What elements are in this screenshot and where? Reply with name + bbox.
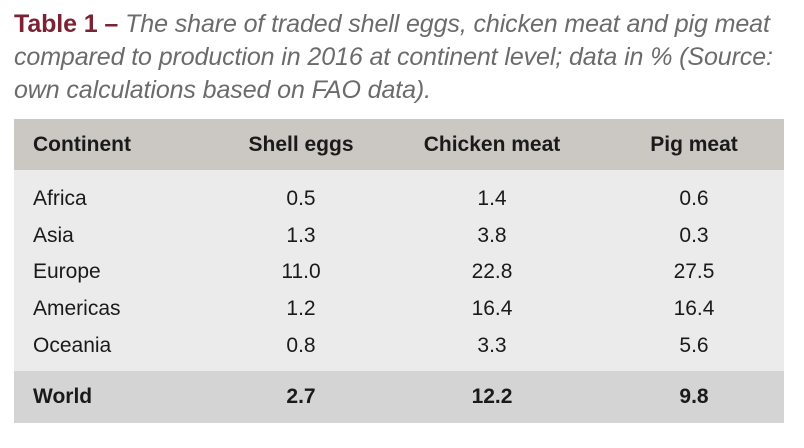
continent-cell: Africa (33, 186, 87, 210)
table-total-row: World 2.7 12.2 9.8 (14, 371, 784, 423)
header-continent: Continent (33, 132, 131, 156)
chicken-meat-cell: 16.4 (471, 296, 513, 320)
chicken-meat-cell: 3.3 (477, 333, 507, 357)
pig-meat-cell: 27.5 (673, 259, 715, 283)
pig-meat-cell: 16.4 (673, 296, 715, 320)
table-header-row: Continent Shell eggs Chicken meat Pig me… (14, 119, 784, 170)
shell-eggs-cell: 11.0 (281, 259, 321, 283)
total-chicken-meat: 12.2 (471, 385, 513, 408)
pig-meat-cell: 0.3 (679, 223, 709, 247)
chicken-meat-cell: 3.8 (477, 223, 507, 247)
table-row: Oceania 0.8 3.3 5.6 (14, 327, 784, 364)
pig-meat-cell: 0.6 (679, 186, 709, 210)
pig-meat-cell: 5.6 (679, 333, 709, 357)
total-shell-eggs: 2.7 (286, 385, 316, 408)
table-row: Africa 0.5 1.4 0.6 (14, 180, 784, 217)
chicken-meat-cell: 1.4 (477, 186, 507, 210)
continent-cell: Americas (33, 296, 121, 320)
table-row: Americas 1.2 16.4 16.4 (14, 290, 784, 327)
table-row: Europe 11.0 22.8 27.5 (14, 253, 784, 290)
shell-eggs-cell: 0.5 (286, 186, 316, 210)
shell-eggs-cell: 1.3 (286, 223, 316, 247)
shell-eggs-cell: 1.2 (286, 296, 316, 320)
continent-cell: Europe (33, 259, 101, 283)
chicken-meat-cell: 22.8 (471, 259, 513, 283)
table-label: Table 1 – (14, 10, 119, 38)
continent-cell: Oceania (33, 333, 112, 357)
header-pig-meat: Pig meat (650, 132, 738, 156)
table-row: Asia 1.3 3.8 0.3 (14, 217, 784, 254)
header-shell-eggs: Shell eggs (248, 132, 354, 156)
header-chicken-meat: Chicken meat (423, 132, 561, 156)
table-caption: Table 1 – The share of traded shell eggs… (14, 8, 794, 107)
shell-eggs-cell: 0.8 (286, 333, 316, 357)
total-pig-meat: 9.8 (679, 385, 709, 408)
data-table: Continent Shell eggs Chicken meat Pig me… (14, 119, 784, 423)
caption-text: The share of traded shell eggs, chicken … (14, 10, 773, 104)
continent-cell: Asia (33, 223, 74, 247)
total-label: World (33, 385, 93, 408)
